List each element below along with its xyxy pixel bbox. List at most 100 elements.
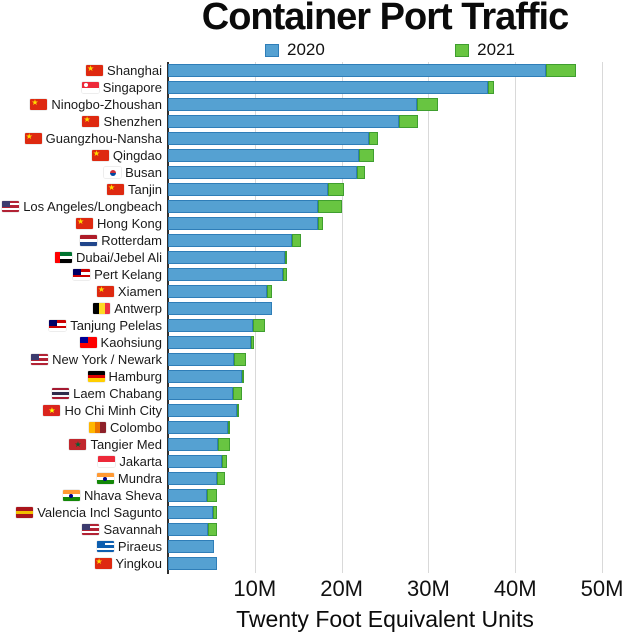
port-label-text: Hamburg [108,369,162,384]
flag-stripe [2,201,20,204]
port-label: Valencia Incl Sagunto [0,505,168,520]
bar-row: ★ Hong Kong [0,215,623,232]
flag-icon: ★ [43,405,61,416]
flag-stripe [73,271,91,275]
bar-row: ★ Guangzhou-Nansha [0,130,623,147]
x-tick-label: 20M [320,576,364,601]
bar-2021 [358,149,374,162]
port-label: ★ Xiamen [0,284,168,299]
bar-2021 [253,319,266,332]
flag-emblem: ★ [48,405,56,415]
port-label-text: Kaohsiung [100,335,162,350]
bar-row: ★ Ninogbo-Zhoushan [0,96,623,113]
flag-stripe [87,374,105,379]
bar-row: ★ Ho Chi Minh City [0,402,623,419]
bar-2020 [168,506,214,519]
flag-icon [73,269,91,280]
bar-2021 [213,506,217,519]
port-label-text: Shenzhen [103,114,162,129]
port-label-text: Tangier Med [90,437,162,452]
bar-2021 [227,421,231,434]
flag-emblem [83,83,88,87]
port-label-text: Rotterdam [101,233,162,248]
flag-stripe [87,371,105,375]
flag-emblem: ★ [97,286,106,294]
bar-2020 [168,302,273,315]
port-label: ★ Tanjin [0,182,168,197]
port-label: New York / Newark [0,352,168,367]
x-tick-label: 10M [233,576,277,601]
flag-stripe [52,396,70,399]
flag-stripe [62,497,80,501]
bar-2020 [168,540,214,553]
bar-2021 [417,98,438,111]
bar-2021 [318,200,343,213]
bar-row: Mundra [0,470,623,487]
port-label-text: Qingdao [112,148,162,163]
flag-stripe [96,286,114,297]
bar-row: Kaohsiung [0,334,623,351]
bar-row: Rotterdam [0,232,623,249]
port-label-text: Mundra [117,471,162,486]
port-label: Busan [0,165,168,180]
flag-stripe [96,541,114,544]
bar-rows: ★ Shanghai Singapore ★ Ninogbo-Zhoushan ★ Shen… [0,62,623,572]
bar-row: Nhava Sheva [0,487,623,504]
bar-row: Laem Chabang [0,385,623,402]
bar-2021 [217,472,226,485]
flag-stripe [55,259,72,263]
port-label-text: Tanjung Pelelas [70,318,162,333]
bar-row: Hamburg [0,368,623,385]
flag-stripe [62,490,80,494]
flag-stripe [31,354,49,357]
bar-row: Pert Kelang [0,266,623,283]
flag-emblem [73,269,82,275]
port-label: Dubai/Jebel Ali [0,250,168,265]
legend-swatch-2020 [265,43,279,57]
bar-row: ★ Yingkou [0,555,623,572]
bars-cell [168,64,618,77]
flag-stripe [86,65,104,76]
bar-row: ★ Shenzhen [0,113,623,130]
bar-row: Colombo [0,419,623,436]
port-label: ★ Ho Chi Minh City [0,403,168,418]
bars-cell [168,540,618,553]
flag-icon [81,82,99,93]
port-label: Los Angeles/Longbeach [0,199,168,214]
flag-stripe [98,461,116,467]
flag-icon: ★ [91,150,109,161]
flag-stripe [96,543,114,546]
flag-stripe [55,252,72,256]
bar-2020 [168,149,359,162]
legend-item-2020: 2020 [265,40,325,60]
port-label-text: Jakarta [119,454,162,469]
port-label-text: Hong Kong [96,216,162,231]
flag-stripe [2,209,20,212]
port-label-text: Busan [125,165,162,180]
flag-stripe [80,242,98,246]
flag-icon [62,490,80,501]
port-label: ★ Qingdao [0,148,168,163]
bars-cell [168,115,618,128]
x-tick-label: 50M [580,576,623,601]
flag-stripe [80,235,98,239]
flag-emblem [2,201,11,207]
flag-stripe [49,325,67,329]
bars-cell [168,523,618,536]
port-label: ★ Hong Kong [0,216,168,231]
port-label: Hamburg [0,369,168,384]
port-label-text: Valencia Incl Sagunto [37,505,162,520]
bar-2021 [251,336,254,349]
flag-icon [49,320,67,331]
x-axis-ticks: 10M 20M 30M 40M 50M [168,576,623,602]
flag-stripe [16,514,34,518]
port-label: ★ Guangzhou-Nansha [0,131,168,146]
port-label: ★ Shanghai [0,63,168,78]
bar-row: Dubai/Jebel Ali [0,249,623,266]
flag-emblem [109,169,116,176]
port-label-text: Nhava Sheva [83,488,162,503]
flag-icon [31,354,49,365]
flag-stripe [31,362,49,365]
bars-cell [168,506,618,519]
flag-icon [96,541,114,552]
